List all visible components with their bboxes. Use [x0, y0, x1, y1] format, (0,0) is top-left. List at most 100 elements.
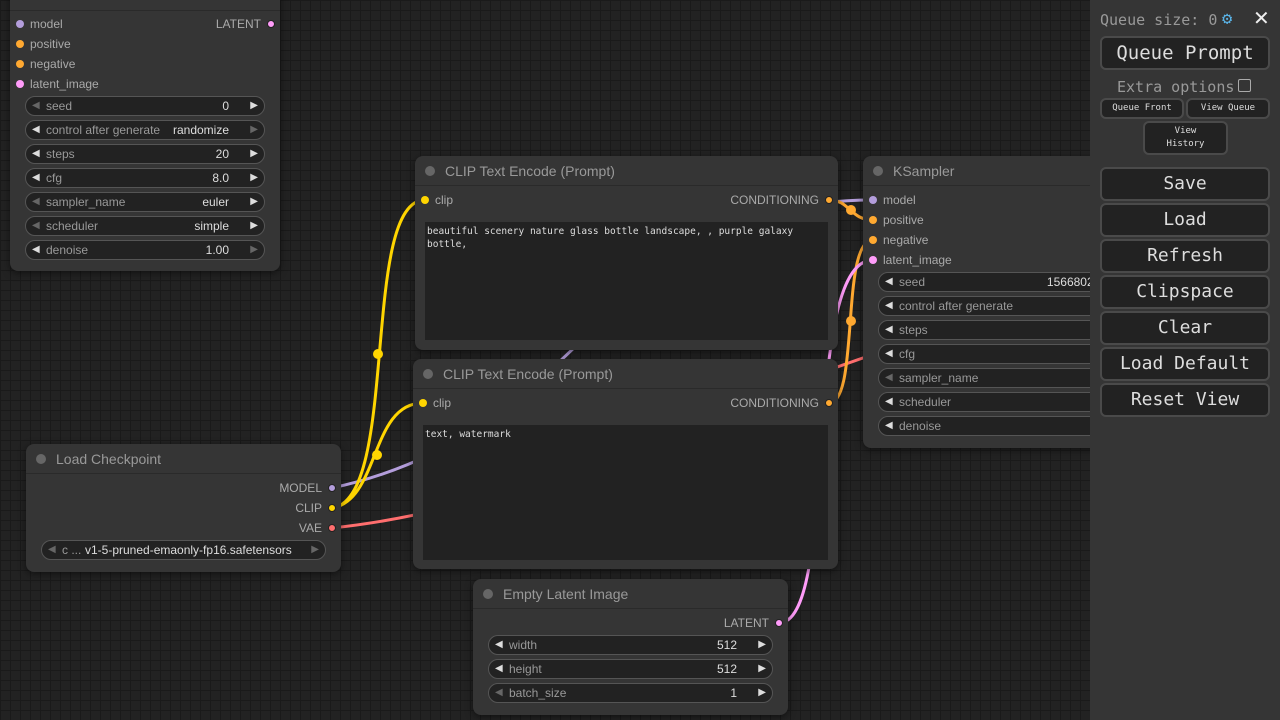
output-latent[interactable]: LATENT — [724, 615, 783, 631]
arrow-left-icon[interactable]: ◀ — [885, 372, 893, 383]
widget-cfg[interactable]: ◀ cfg 8.0 ▶ — [25, 168, 265, 188]
wire-midpoint[interactable] — [846, 205, 856, 215]
extra-options-checkbox[interactable] — [1238, 79, 1251, 92]
view-queue-button[interactable]: View Queue — [1186, 98, 1270, 119]
ksampler-node-top[interactable]: model positive negative latent_image LAT… — [10, 0, 280, 271]
arrow-right-icon[interactable]: ▶ — [758, 663, 766, 674]
node-title[interactable]: CLIP Text Encode (Prompt) — [415, 156, 838, 186]
node-title[interactable]: Load Checkpoint — [26, 444, 341, 474]
collapse-dot[interactable] — [483, 589, 493, 599]
widget-scheduler[interactable]: ◀ scheduler — [878, 392, 1138, 412]
view-history-button[interactable]: View History — [1143, 121, 1228, 155]
ckpt-name-combo[interactable]: ◀ c ... v1-5-pruned-emaonly-fp16.safeten… — [41, 540, 326, 560]
input-model[interactable]: model — [16, 16, 63, 32]
load-checkpoint-node[interactable]: Load Checkpoint MODEL CLIP VAE ◀ c ... v… — [26, 444, 341, 572]
widget-sampler-name[interactable]: ◀ sampler_name euler ▶ — [25, 192, 265, 212]
input-clip[interactable]: clip — [419, 395, 451, 411]
arrow-left-icon[interactable]: ◀ — [32, 196, 40, 207]
widget-denoise[interactable]: ◀ denoise — [878, 416, 1138, 436]
node-title[interactable]: CLIP Text Encode (Prompt) — [413, 359, 838, 389]
input-negative[interactable]: negative — [869, 232, 928, 248]
clip-text-encode-positive[interactable]: CLIP Text Encode (Prompt) clip CONDITION… — [415, 156, 838, 350]
arrow-right-icon[interactable]: ▶ — [758, 687, 766, 698]
menu-clipspace-button[interactable]: Clipspace — [1100, 275, 1270, 309]
arrow-right-icon[interactable]: ▶ — [311, 544, 319, 555]
arrow-left-icon[interactable]: ◀ — [32, 172, 40, 183]
prompt-textarea[interactable]: beautiful scenery nature glass bottle la… — [425, 222, 828, 340]
widget-scheduler[interactable]: ◀ scheduler simple ▶ — [25, 216, 265, 236]
arrow-left-icon[interactable]: ◀ — [495, 639, 503, 650]
menu-refresh-button[interactable]: Refresh — [1100, 239, 1270, 273]
arrow-left-icon[interactable]: ◀ — [32, 148, 40, 159]
output-vae[interactable]: VAE — [298, 520, 336, 536]
prompt-textarea[interactable]: text, watermark — [423, 425, 828, 560]
widget-cfg[interactable]: ◀ cfg — [878, 344, 1138, 364]
arrow-left-icon[interactable]: ◀ — [885, 324, 893, 335]
input-positive[interactable]: positive — [869, 212, 924, 228]
arrow-left-icon[interactable]: ◀ — [32, 220, 40, 231]
input-positive[interactable]: positive — [16, 36, 71, 52]
output-latent[interactable]: LATENT — [216, 16, 275, 32]
widget-control-after-generate[interactable]: ◀ control after generate ran — [878, 296, 1138, 316]
arrow-left-icon[interactable]: ◀ — [885, 300, 893, 311]
arrow-right-icon[interactable]: ▶ — [250, 172, 258, 183]
arrow-left-icon[interactable]: ◀ — [885, 420, 893, 431]
widget-steps[interactable]: ◀ steps 20 ▶ — [25, 144, 265, 164]
arrow-right-icon[interactable]: ▶ — [250, 124, 258, 135]
collapse-dot[interactable] — [423, 369, 433, 379]
output-conditioning[interactable]: CONDITIONING — [730, 395, 833, 411]
arrow-left-icon[interactable]: ◀ — [32, 124, 40, 135]
widget-control-after-generate[interactable]: ◀ control after generate randomize ▶ — [25, 120, 265, 140]
input-negative[interactable]: negative — [16, 56, 75, 72]
slot-label: VAE — [298, 521, 322, 535]
arrow-right-icon[interactable]: ▶ — [758, 639, 766, 650]
collapse-dot[interactable] — [873, 166, 883, 176]
input-model[interactable]: model — [869, 192, 916, 208]
menu-reset-view-button[interactable]: Reset View — [1100, 383, 1270, 417]
ksampler-node[interactable]: KSampler model positive negative latent_… — [863, 156, 1138, 448]
menu-clear-button[interactable]: Clear — [1100, 311, 1270, 345]
widget-steps[interactable]: ◀ steps — [878, 320, 1138, 340]
widget-denoise[interactable]: ◀ denoise 1.00 ▶ — [25, 240, 265, 260]
arrow-left-icon[interactable]: ◀ — [495, 663, 503, 674]
input-latent-image[interactable]: latent_image — [869, 252, 952, 268]
widget-sampler-name[interactable]: ◀ sampler_name — [878, 368, 1138, 388]
arrow-left-icon[interactable]: ◀ — [32, 100, 40, 111]
wire-midpoint[interactable] — [373, 349, 383, 359]
arrow-right-icon[interactable]: ▶ — [250, 244, 258, 255]
wire-midpoint[interactable] — [372, 450, 382, 460]
input-latent-image[interactable]: latent_image — [16, 76, 99, 92]
arrow-right-icon[interactable]: ▶ — [250, 148, 258, 159]
arrow-left-icon[interactable]: ◀ — [885, 276, 893, 287]
widget-batch-size[interactable]: ◀ batch_size 1 ▶ — [488, 683, 773, 703]
menu-load-default-button[interactable]: Load Default — [1100, 347, 1270, 381]
wire-midpoint[interactable] — [846, 316, 856, 326]
arrow-left-icon[interactable]: ◀ — [885, 348, 893, 359]
menu-save-button[interactable]: Save — [1100, 167, 1270, 201]
arrow-left-icon[interactable]: ◀ — [32, 244, 40, 255]
arrow-right-icon[interactable]: ▶ — [250, 220, 258, 231]
clip-text-encode-negative[interactable]: CLIP Text Encode (Prompt) clip CONDITION… — [413, 359, 838, 569]
gear-icon[interactable]: ⚙ — [1222, 9, 1233, 29]
output-model[interactable]: MODEL — [279, 480, 336, 496]
input-clip[interactable]: clip — [421, 192, 453, 208]
arrow-left-icon[interactable]: ◀ — [885, 396, 893, 407]
node-title[interactable]: Empty Latent Image — [473, 579, 788, 609]
empty-latent-image-node[interactable]: Empty Latent Image LATENT ◀ width 512 ▶ … — [473, 579, 788, 715]
menu-load-button[interactable]: Load — [1100, 203, 1270, 237]
node-title[interactable]: KSampler — [863, 156, 1123, 186]
widget-seed[interactable]: ◀ seed 0 ▶ — [25, 96, 265, 116]
arrow-left-icon[interactable]: ◀ — [48, 544, 56, 555]
widget-height[interactable]: ◀ height 512 ▶ — [488, 659, 773, 679]
arrow-right-icon[interactable]: ▶ — [250, 196, 258, 207]
collapse-dot[interactable] — [425, 166, 435, 176]
arrow-right-icon[interactable]: ▶ — [250, 100, 258, 111]
queue-front-button[interactable]: Queue Front — [1100, 98, 1184, 119]
output-clip[interactable]: CLIP — [295, 500, 336, 516]
output-conditioning[interactable]: CONDITIONING — [730, 192, 833, 208]
arrow-left-icon[interactable]: ◀ — [495, 687, 503, 698]
widget-width[interactable]: ◀ width 512 ▶ — [488, 635, 773, 655]
collapse-dot[interactable] — [36, 454, 46, 464]
queue-prompt-button[interactable]: Queue Prompt — [1100, 36, 1270, 70]
close-icon[interactable]: ✕ — [1253, 6, 1270, 30]
